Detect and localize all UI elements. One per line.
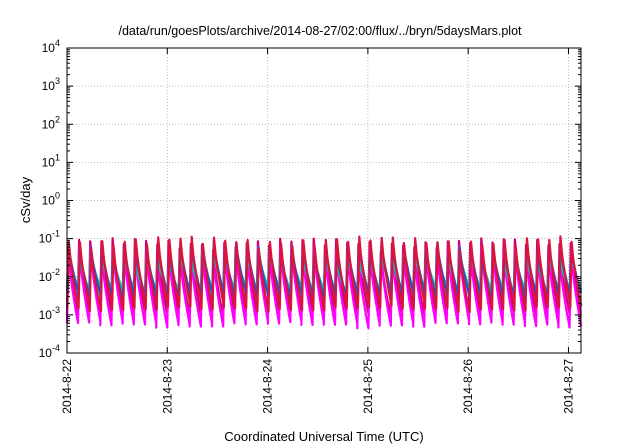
x-tick-label: 2014-8-23 (160, 359, 174, 414)
x-tick-label: 2014-8-26 (461, 359, 475, 414)
y-tick-label: 10-3 (39, 305, 60, 322)
y-tick-label: 10-2 (39, 267, 60, 284)
y-axis-label: cSv/day (18, 176, 33, 223)
x-tick-label: 2014-8-25 (361, 359, 375, 414)
chart-title: /data/run/goesPlots/archive/2014-08-27/0… (118, 24, 522, 38)
y-tick-label: 102 (42, 114, 60, 131)
series-line (65, 245, 582, 330)
series-layer (65, 235, 583, 330)
y-tick-label: 104 (42, 38, 60, 55)
y-tick-label: 101 (42, 152, 60, 169)
series-line (66, 235, 583, 314)
y-axis-ticks: 10-4 10-3 10-2 10-1 100 101 102 103 104 (39, 38, 581, 360)
x-tick-label: 2014-8-27 (561, 359, 575, 414)
x-tick-label: 2014-8-22 (60, 359, 74, 414)
y-tick-label: 103 (42, 76, 60, 93)
y-tick-label: 100 (42, 191, 60, 208)
x-axis-ticks: 2014-8-22 2014-8-23 2014-8-24 2014-8-25 2014… (60, 48, 575, 414)
x-tick-label: 2014-8-24 (261, 359, 275, 414)
x-axis-label: Coordinated Universal Time (UTC) (224, 429, 423, 444)
y-tick-label: 10-4 (39, 343, 60, 360)
y-tick-label: 10-1 (39, 229, 60, 246)
